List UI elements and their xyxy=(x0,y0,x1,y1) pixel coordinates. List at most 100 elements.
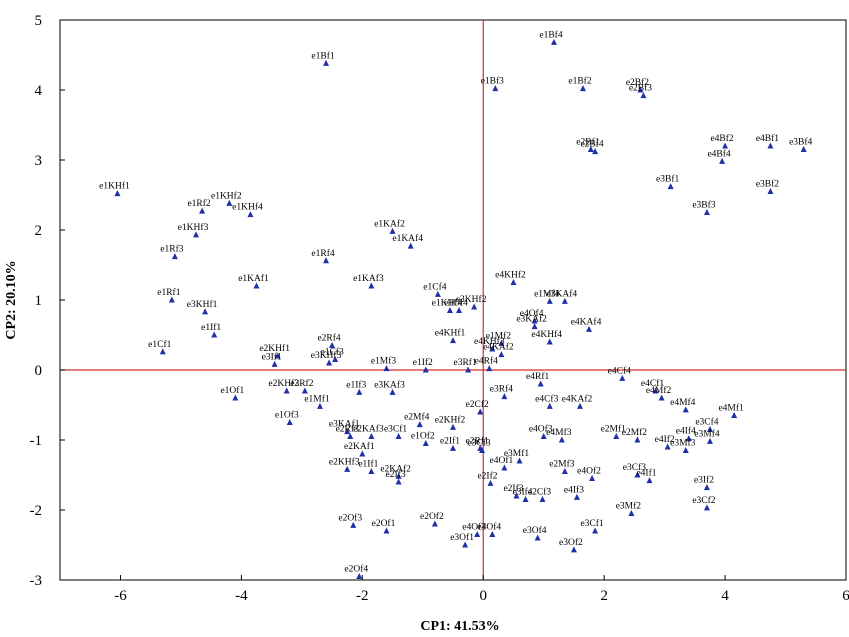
triangle-marker xyxy=(283,387,290,394)
point-label: e3KAf4 xyxy=(547,288,578,299)
data-point: e1KAf2 xyxy=(374,218,405,234)
triangle-marker xyxy=(570,546,577,553)
point-label: e3Mf1 xyxy=(504,448,530,459)
triangle-marker xyxy=(561,468,568,474)
triangle-marker xyxy=(664,443,671,450)
data-point: e4Mf2 xyxy=(646,385,672,401)
data-point: e4If4 xyxy=(676,426,696,442)
point-label: e1Bf4 xyxy=(539,29,562,40)
triangle-marker xyxy=(640,92,647,99)
triangle-marker xyxy=(431,520,438,527)
point-label: e2Mf4 xyxy=(404,412,430,423)
data-point: e3Bf4 xyxy=(789,137,813,152)
y-tick-label: 4 xyxy=(35,83,43,99)
point-label: e1Rf1 xyxy=(157,287,180,298)
y-tick-label: -3 xyxy=(30,573,43,589)
data-point: e2KHf3 xyxy=(329,456,360,472)
data-point: e1Bf2 xyxy=(568,76,592,92)
data-point: e2Bf4 xyxy=(580,139,604,155)
triangle-marker xyxy=(350,521,357,528)
data-point: e3Cf4 xyxy=(695,417,719,432)
x-axis-label: CP1: 41.53% xyxy=(420,619,499,634)
data-point: e3Of1 xyxy=(450,532,474,548)
triangle-marker xyxy=(592,148,599,155)
data-point: e3Mf2 xyxy=(616,501,641,516)
data-point: e4KHf3 xyxy=(474,336,505,352)
x-tick-label: 6 xyxy=(842,588,849,604)
data-point: e1Rf4 xyxy=(311,248,335,264)
point-label: e2Of2 xyxy=(420,511,444,522)
point-label: e1Cf1 xyxy=(148,339,171,350)
data-point: e3If4 xyxy=(513,487,533,502)
point-label: e2Of4 xyxy=(344,564,368,575)
triangle-marker xyxy=(492,85,499,92)
data-point: e1Cf1 xyxy=(148,339,172,355)
triangle-marker xyxy=(658,394,665,401)
triangle-marker xyxy=(652,387,659,394)
point-label: e2KHf1 xyxy=(259,343,290,354)
point-label: e4Cf1 xyxy=(641,378,664,389)
triangle-marker xyxy=(271,360,278,367)
triangle-marker xyxy=(395,472,402,479)
data-point: e4If2 xyxy=(655,434,675,450)
data-point: e2KAf1 xyxy=(344,441,375,457)
point-label: e1Bf2 xyxy=(568,76,591,87)
triangle-marker xyxy=(634,436,641,443)
data-point: e2Bf2 xyxy=(626,77,649,93)
data-point: e1Mf2 xyxy=(486,330,511,346)
point-label: e1If3 xyxy=(346,379,366,390)
plot-area xyxy=(59,19,847,581)
point-label: e4If2 xyxy=(655,434,675,445)
data-point: e4Of3 xyxy=(462,522,486,537)
data-point: e4Of4 xyxy=(520,308,544,324)
data-point: e3KHf2 xyxy=(456,294,487,310)
triangle-marker xyxy=(456,307,463,313)
point-label: e3Bf3 xyxy=(692,200,715,211)
data-point: e1Rf2 xyxy=(187,198,211,214)
data-point: e1KAf3 xyxy=(353,273,384,289)
y-tick-label: -1 xyxy=(30,433,43,449)
data-point: e1Mf1 xyxy=(304,393,330,409)
point-label: e3Cf1 xyxy=(384,424,407,435)
point-label: e2KHf3 xyxy=(329,456,360,467)
point-label: e3Rf2 xyxy=(290,378,313,389)
triangle-marker xyxy=(159,348,166,355)
triangle-marker xyxy=(558,436,565,443)
data-point: e4KHf2 xyxy=(495,270,526,285)
triangle-marker xyxy=(301,387,308,394)
triangle-marker xyxy=(323,257,330,264)
triangle-marker xyxy=(479,447,486,453)
triangle-marker xyxy=(731,412,738,418)
data-point: e3Rf1 xyxy=(454,357,477,373)
point-label: e2If3 xyxy=(386,469,406,480)
triangle-marker xyxy=(199,207,206,214)
triangle-marker xyxy=(114,190,121,197)
point-label: e1Bf3 xyxy=(481,76,504,87)
point-label: e4KAf2 xyxy=(483,342,514,353)
data-point: e3Mf1 xyxy=(504,448,530,464)
data-point: e1Of1 xyxy=(220,385,244,401)
data-point: e3Of2 xyxy=(559,537,583,553)
point-label: e1Rf2 xyxy=(187,198,210,209)
data-point: e2Bf3 xyxy=(629,83,652,99)
point-label: e3Bf2 xyxy=(756,179,779,190)
point-label: e2Rf4 xyxy=(317,333,340,344)
point-label: e2KHf2 xyxy=(268,378,299,389)
x-tick-label: -2 xyxy=(356,588,369,604)
point-label: e1Of3 xyxy=(275,410,299,421)
data-point: e4Bf4 xyxy=(707,148,731,164)
triangle-marker xyxy=(546,338,553,345)
point-label: e4Cf3 xyxy=(535,393,558,404)
triangle-marker xyxy=(232,394,239,401)
data-point: e4Cf3 xyxy=(535,393,559,409)
y-tick-label: 2 xyxy=(35,223,43,239)
data-point: e1Cf4 xyxy=(423,281,447,297)
point-label: e2Rf1 xyxy=(466,435,489,446)
data-point: e1KHf4 xyxy=(432,298,463,313)
point-label: e3Of1 xyxy=(450,532,474,543)
data-point: e3If2 xyxy=(694,475,714,491)
triangle-marker xyxy=(703,504,710,511)
point-label: e1Of1 xyxy=(220,385,244,396)
data-point: e4Mf3 xyxy=(546,427,572,443)
triangle-marker xyxy=(531,323,538,330)
